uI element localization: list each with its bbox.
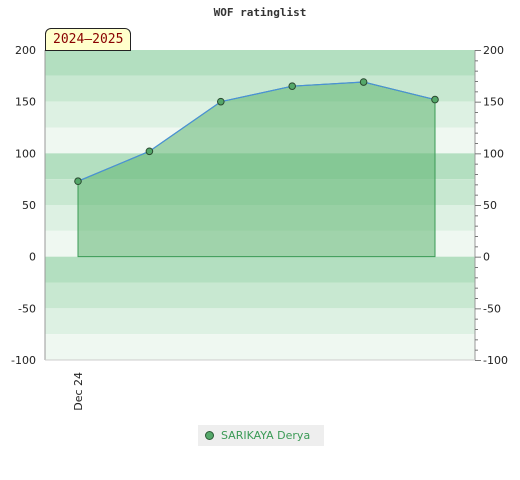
grid-band	[45, 334, 475, 360]
legend[interactable]: SARIKAYA Derya	[198, 425, 324, 446]
y-tick-label-right: 0	[483, 251, 490, 264]
data-point	[74, 177, 82, 186]
tick-labels: 200 200 150 150 100 100 50 50 0 0 -50 -50 -100 -100 De…	[11, 44, 508, 411]
y-tick-label-right: 150	[483, 96, 504, 109]
data-points	[74, 78, 439, 186]
y-tick-label-right: -100	[483, 354, 508, 367]
y-tick-label-left: 100	[15, 147, 36, 160]
chart-title: WOF ratinglist	[213, 6, 307, 19]
y-tick-label-left: -100	[11, 354, 36, 367]
data-point	[217, 97, 225, 106]
data-point	[431, 95, 439, 104]
legend-label: SARIKAYA Derya	[221, 429, 311, 442]
series-line	[77, 81, 436, 182]
data-point	[145, 147, 154, 156]
y-tick-label-right: -50	[483, 302, 501, 315]
axes	[44, 50, 481, 361]
y-tick-label-left: 0	[29, 251, 36, 264]
y-tick-label-left: 50	[22, 199, 36, 212]
y-tick-label-left: 150	[15, 96, 36, 109]
x-tick-label: Dec 24	[72, 372, 85, 411]
grid-band	[45, 50, 475, 76]
y-tick-label-right: 100	[483, 147, 504, 160]
season-badge: 2024–2025	[45, 28, 132, 51]
y-tick-label-left: 200	[15, 44, 36, 57]
grid-band	[45, 256, 475, 283]
data-point	[288, 82, 297, 90]
data-point	[359, 78, 368, 86]
y-tick-label-left: -50	[18, 302, 36, 315]
grid-band	[45, 282, 475, 309]
y-tick-label-right: 50	[483, 199, 497, 212]
legend-marker-icon	[205, 431, 214, 440]
y-tick-label-right: 200	[483, 44, 504, 57]
grid-band	[45, 308, 475, 335]
